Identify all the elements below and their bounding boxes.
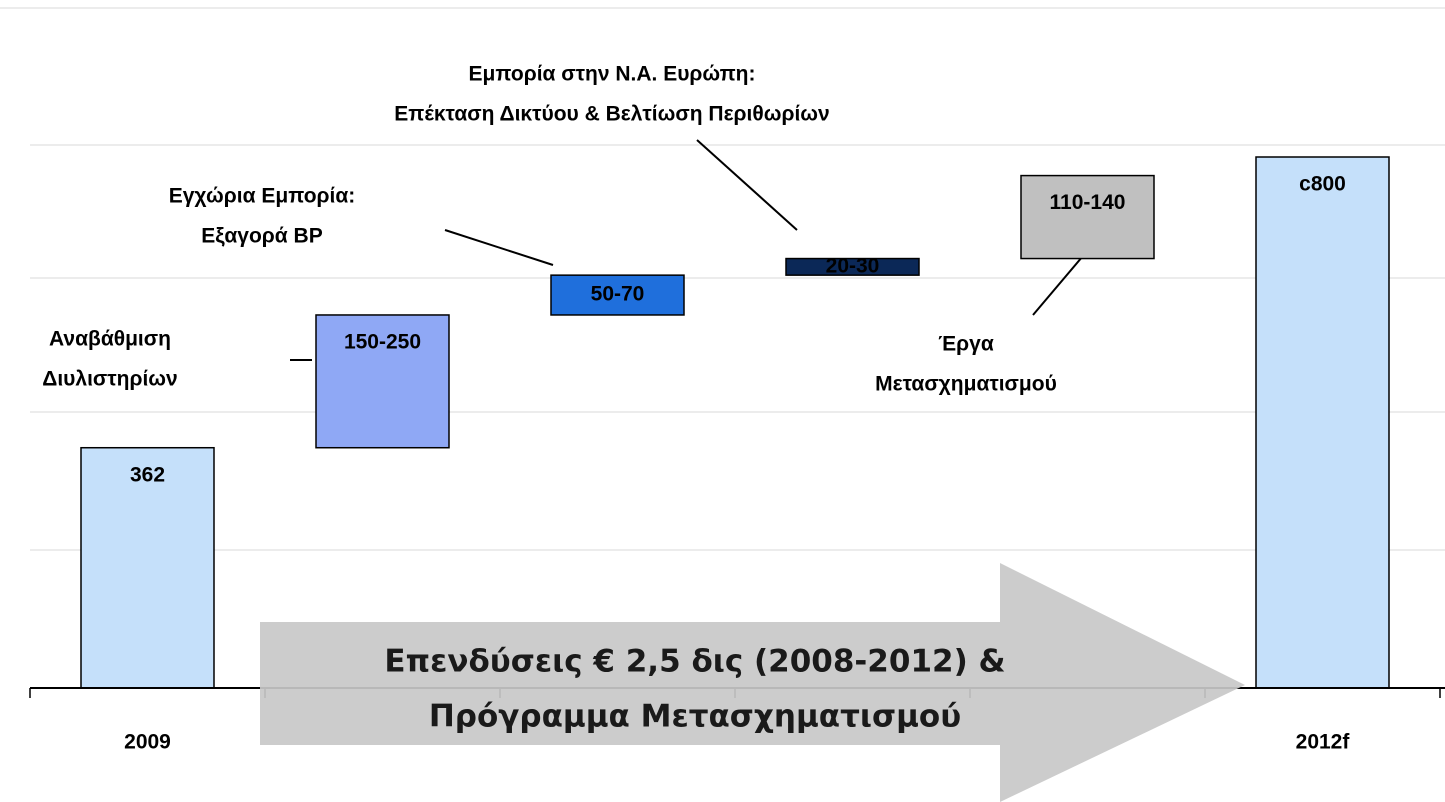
bar (1020, 174, 1155, 260)
value-label: 110-140 (1050, 191, 1126, 214)
x-tick-label: 2012f (1296, 731, 1351, 754)
x-tick-label: 2009 (124, 731, 171, 754)
annotation: Αναβάθμιση (49, 328, 171, 351)
annotation: Επέκταση Δικτύου & Βελτίωση Περιθωρίων (394, 103, 829, 126)
bar (550, 274, 685, 316)
annotation: Μετασχηματισμού (875, 373, 1057, 396)
arrow-text: Επενδύσεις € 2,5 δις (2008-2012) & (384, 644, 1005, 680)
annotation: Εγχώρια Εμπορία: (169, 185, 356, 208)
annotation: Έργα (938, 333, 994, 356)
arrow (260, 563, 1245, 802)
value-label: 20-30 (826, 254, 880, 277)
value-label: 150-250 (344, 331, 421, 354)
leader-line (1032, 249, 1089, 316)
bar (785, 257, 920, 276)
leader-line (444, 229, 554, 266)
annotation: Εξαγορά BP (201, 225, 322, 248)
value-label: 50-70 (591, 283, 645, 306)
value-label: 362 (130, 463, 165, 486)
leader-line (696, 139, 798, 231)
arrow-text: Πρόγραμμα Μετασχηματισμού (429, 699, 961, 735)
annotation: Εμπορία στην Ν.Α. Ευρώπη: (469, 63, 756, 86)
bar (1255, 156, 1390, 689)
value-label: c800 (1299, 173, 1346, 196)
annotation: Διυλιστηρίων (42, 368, 177, 391)
bar (315, 314, 450, 449)
